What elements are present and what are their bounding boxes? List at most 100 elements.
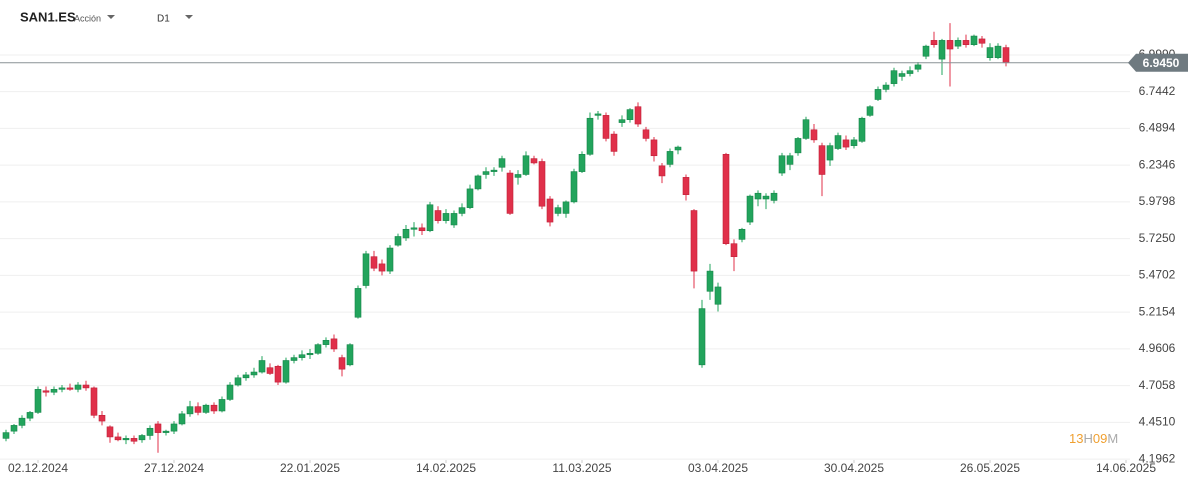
- candle-body: [570, 171, 578, 203]
- last-price-tag: [1128, 53, 1188, 72]
- y-tick-label: 4.9606: [1139, 341, 1176, 355]
- candle-body: [226, 384, 234, 400]
- candle-body: [282, 360, 290, 383]
- candle-body: [1002, 47, 1010, 64]
- candle-body: [690, 210, 698, 272]
- candle-body: [482, 171, 490, 175]
- candle-body: [522, 155, 530, 175]
- candle-body: [162, 430, 170, 433]
- countdown-h: H: [1083, 431, 1092, 446]
- candle-body: [610, 133, 618, 152]
- candle-body: [906, 70, 914, 74]
- timeframe-dropdown[interactable]: [185, 15, 193, 19]
- x-tick-label: 26.05.2025: [960, 461, 1020, 475]
- y-tick-label: 6.2346: [1139, 157, 1176, 171]
- candle-body: [954, 40, 962, 47]
- y-tick-label: 5.7250: [1139, 231, 1176, 245]
- candle-body: [42, 390, 50, 393]
- candle-body: [402, 228, 410, 239]
- candle-body: [530, 158, 538, 164]
- candle-body: [866, 106, 874, 116]
- countdown: 13H09M: [1069, 431, 1118, 446]
- countdown-minutes: 09: [1093, 431, 1107, 446]
- candle-body: [586, 117, 594, 155]
- candle-body: [266, 367, 274, 374]
- y-tick-label: 5.9798: [1139, 194, 1176, 208]
- candle-body: [466, 188, 474, 208]
- candle-body: [362, 253, 370, 286]
- y-tick-label: 6.4894: [1139, 121, 1176, 135]
- x-tick-label: 14.02.2025: [416, 461, 476, 475]
- candle-body: [2, 432, 10, 439]
- candle-body: [930, 40, 938, 46]
- candle-body: [34, 389, 42, 413]
- candle-body: [554, 207, 562, 214]
- x-tick-label: 22.01.2025: [280, 461, 340, 475]
- candle-body: [738, 228, 746, 240]
- candle-body: [474, 175, 482, 190]
- candle-body: [274, 365, 282, 383]
- candle-body: [858, 117, 866, 142]
- candle-body: [818, 145, 826, 175]
- candle-body: [74, 384, 82, 390]
- candle-body: [18, 417, 26, 426]
- candle-body: [882, 84, 890, 90]
- candle-body: [242, 374, 250, 379]
- x-tick-label: 03.04.2025: [688, 461, 748, 475]
- x-tick-label: 11.03.2025: [552, 461, 611, 475]
- candle-body: [346, 344, 354, 366]
- candle-body: [722, 153, 730, 244]
- candle-body: [802, 119, 810, 139]
- candle-body: [666, 151, 674, 165]
- instrument-kind: Acción: [74, 13, 101, 23]
- candle-body: [978, 38, 986, 44]
- candle-body: [714, 286, 722, 305]
- candle-body: [258, 360, 266, 373]
- candle-body: [762, 195, 770, 200]
- timeframe[interactable]: D1: [157, 14, 170, 25]
- candle-body: [178, 413, 186, 425]
- candle-body: [26, 412, 34, 419]
- candle-body: [330, 338, 338, 350]
- candle-body: [626, 109, 634, 120]
- candle-body: [138, 435, 146, 441]
- candle-body: [490, 169, 498, 172]
- candle-body: [394, 236, 402, 246]
- candle-body: [314, 344, 322, 354]
- candle-body: [778, 155, 786, 174]
- x-tick-label: 02.12.2024: [8, 461, 68, 475]
- candle-body: [770, 192, 778, 201]
- candle-body: [786, 155, 794, 165]
- candle-body: [50, 389, 58, 393]
- candle-body: [922, 45, 930, 57]
- y-tick-label: 5.2154: [1139, 304, 1176, 318]
- candle-body: [458, 207, 466, 214]
- candle-body: [170, 423, 178, 432]
- symbol-dropdown[interactable]: [107, 15, 115, 19]
- candle-body: [578, 153, 586, 172]
- symbol[interactable]: SAN1.ES: [20, 9, 76, 24]
- candle-body: [410, 227, 418, 230]
- candle-body: [890, 70, 898, 84]
- candle-body: [122, 438, 130, 441]
- candle-body: [650, 139, 658, 157]
- candle-body: [810, 129, 818, 141]
- candle-body: [970, 35, 978, 46]
- candle-body: [938, 40, 946, 60]
- candle-body: [210, 404, 218, 412]
- candle-body: [914, 64, 922, 70]
- candle-body: [58, 387, 66, 390]
- y-tick-label: 4.4510: [1139, 415, 1176, 429]
- candle-body: [106, 426, 114, 438]
- y-tick-label: 5.4702: [1139, 268, 1176, 282]
- y-tick-label: 6.7442: [1139, 84, 1176, 98]
- x-tick-label: 30.04.2025: [824, 461, 884, 475]
- candle-body: [426, 204, 434, 232]
- candle-body: [498, 158, 506, 168]
- candle-body: [706, 270, 714, 292]
- candle-body: [82, 384, 90, 389]
- candle-body: [98, 414, 106, 422]
- candle-body: [442, 213, 450, 221]
- candle-body: [298, 354, 306, 358]
